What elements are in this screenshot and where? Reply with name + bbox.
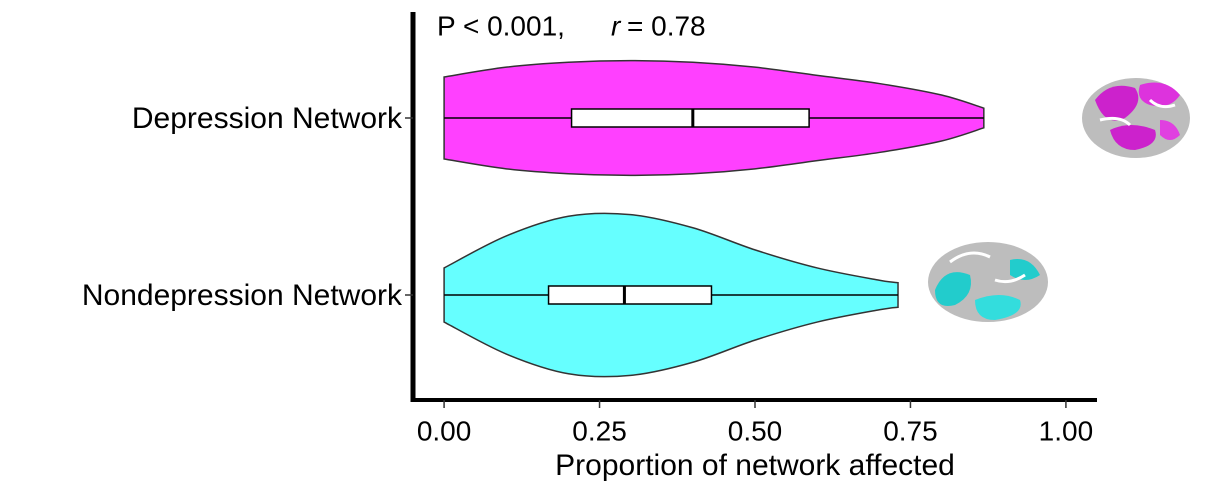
chart: P < 0.001, r = 0.78 Proportion of networ…: [0, 0, 1224, 491]
annotation-r-value: = 0.78: [627, 10, 706, 41]
brain-nondepression: [928, 242, 1048, 322]
x-tick-label: 0.00: [417, 415, 472, 446]
y-tick-label: Nondepression Network: [82, 279, 403, 312]
x-axis-label: Proportion of network affected: [555, 449, 955, 482]
y-tick-label: Depression Network: [132, 102, 403, 135]
x-tick-label: 1.00: [1039, 415, 1094, 446]
x-tick-label: 0.25: [572, 415, 627, 446]
x-tick-label: 0.50: [728, 415, 783, 446]
brain-depression: [1082, 78, 1190, 158]
annotation-p: P < 0.001,: [437, 10, 565, 41]
box: [549, 286, 712, 304]
x-tick-label: 0.75: [883, 415, 938, 446]
box: [572, 109, 810, 127]
annotation-r-symbol: r: [611, 10, 622, 41]
